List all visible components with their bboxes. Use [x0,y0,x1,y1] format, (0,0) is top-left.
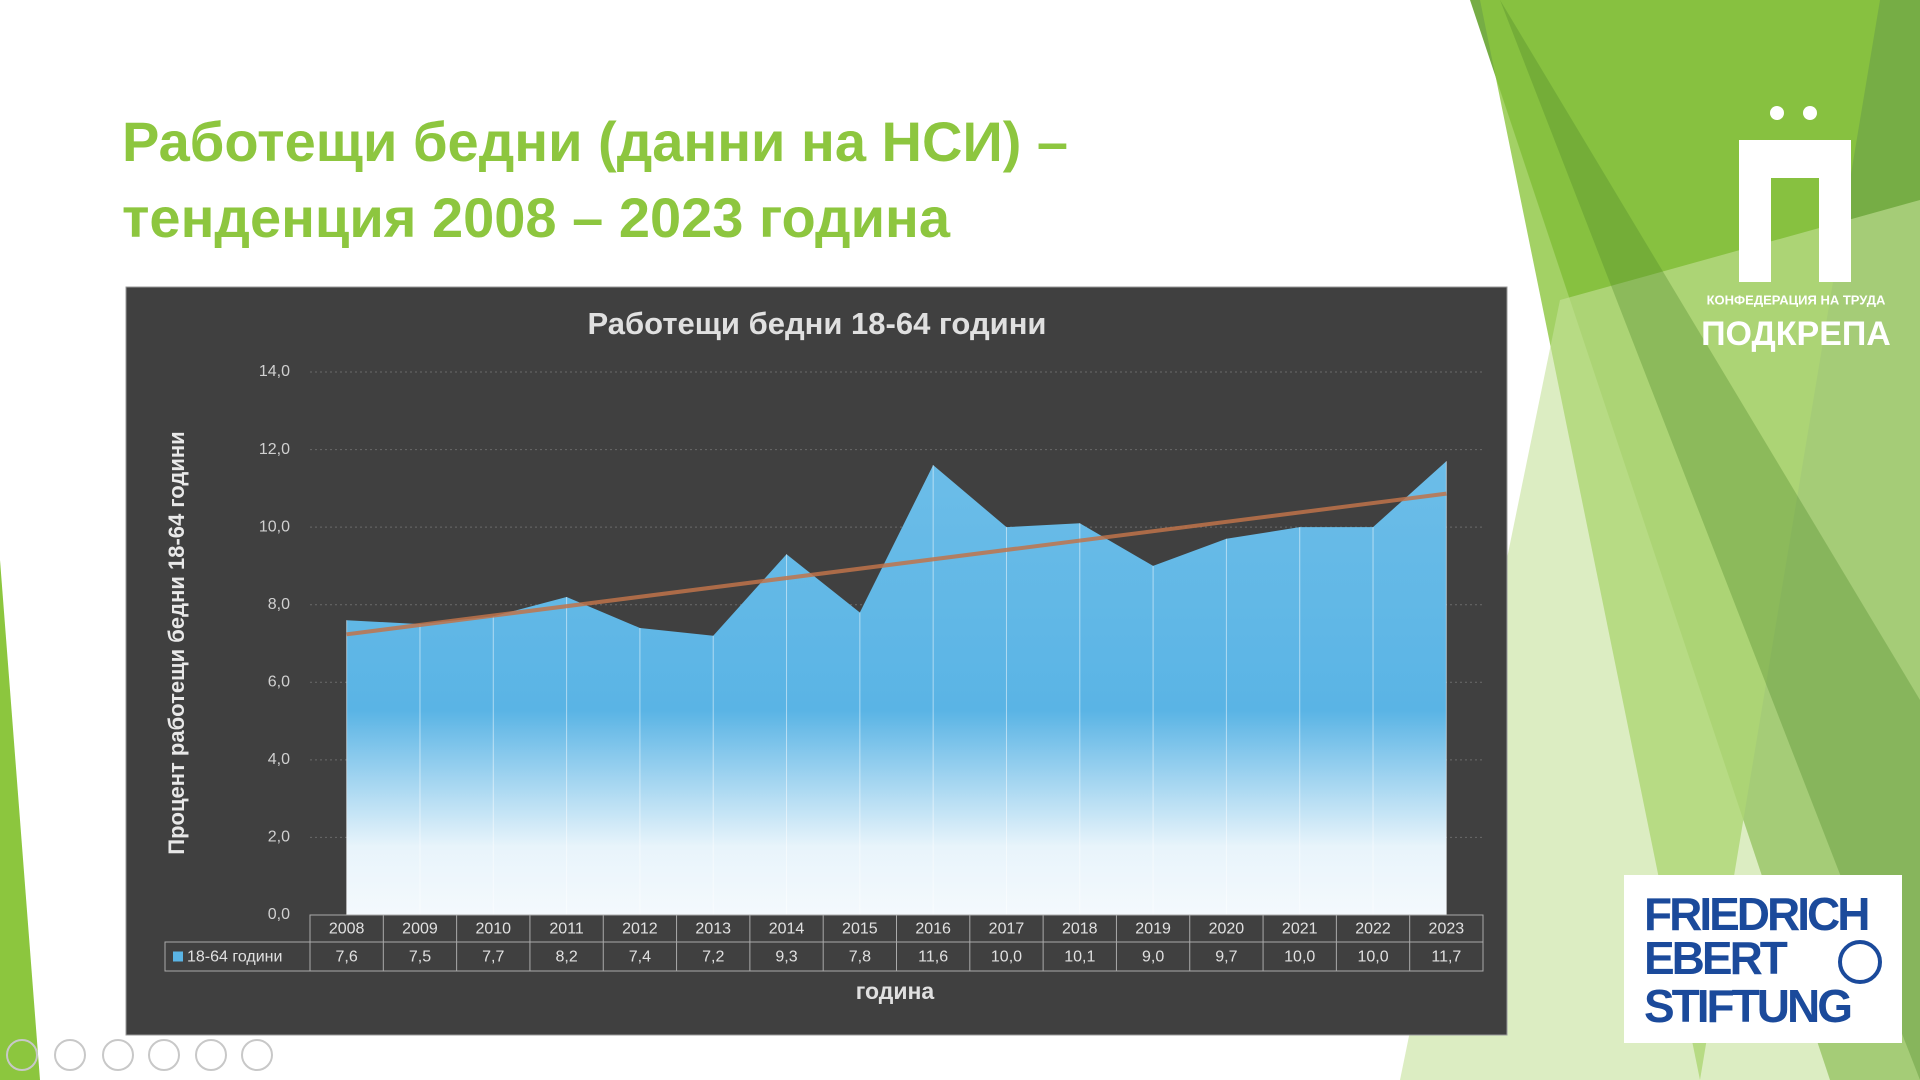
logo-shape [1838,940,1882,984]
logo-text: EBERT [1644,932,1788,984]
nav-button[interactable] [241,1039,273,1071]
y-tick-label: 2,0 [268,829,290,846]
logo-text: КОНФЕДЕРАЦИЯ НА ТРУДА [1707,292,1886,307]
trendline [346,491,1447,637]
x-tick-label: 2021 [1282,921,1318,938]
nav-button[interactable] [102,1039,134,1071]
data-label: 7,2 [702,949,724,966]
y-tick-label: 8,0 [268,596,290,613]
x-axis-label: година [856,978,935,1004]
decor [1400,200,1920,1080]
slide-title: тенденция 2008 – 2023 година [122,186,951,249]
nav-button[interactable] [6,1039,38,1071]
y-tick-label: 14,0 [259,363,290,380]
data-label: 7,5 [409,949,431,966]
data-label: 10,1 [1064,949,1095,966]
x-tick-label: 2020 [1209,921,1245,938]
nav-button[interactable] [195,1039,227,1071]
x-tick-label: 2017 [989,921,1025,938]
data-label: 9,3 [775,949,797,966]
chart-title: Работещи бедни 18-64 години [588,306,1047,341]
area [346,461,1447,915]
x-tick-label: 2019 [1135,921,1171,938]
x-tick-label: 2018 [1062,921,1098,938]
data-label: 10,0 [1284,949,1315,966]
nav-button[interactable] [148,1039,180,1071]
logo-shape [1803,106,1817,120]
x-tick-label: 2011 [549,921,584,938]
x-tick-label: 2009 [402,921,438,938]
logo-shape [1770,106,1784,120]
x-tick-label: 2014 [769,921,805,938]
x-tick-label: 2008 [329,921,365,938]
decor [0,560,40,1080]
slide-title: Работещи бедни (данни на НСИ) – [122,110,1068,173]
x-tick-label: 2012 [622,921,658,938]
y-tick-label: 4,0 [268,751,290,768]
data-label: 11,6 [918,949,948,966]
logo-text: FRIEDRICH [1644,888,1868,940]
data-label: 7,4 [629,949,651,966]
data-label: 9,7 [1215,949,1237,966]
x-tick-label: 2015 [842,921,878,938]
logo-text: ПОДКРЕПА [1701,315,1891,353]
data-label: 10,0 [1357,949,1388,966]
data-label: 7,6 [336,949,358,966]
x-tick-label: 2022 [1355,921,1391,938]
data-label: 7,7 [482,949,504,966]
legend-label: 18-64 години [187,949,282,966]
data-label: 10,0 [991,949,1022,966]
y-tick-label: 6,0 [268,674,290,691]
nav-button[interactable] [54,1039,86,1071]
decor [1500,0,1920,1080]
logo-text: STIFTUNG [1644,980,1850,1032]
logo-box [1624,875,1902,1043]
y-tick-label: 0,0 [268,906,290,923]
x-tick-label: 2010 [475,921,511,938]
data-label: 7,8 [849,949,871,966]
y-tick-label: 12,0 [259,441,290,458]
x-tick-label: 2013 [695,921,731,938]
data-label: 11,7 [1431,949,1461,966]
chart: Работещи бедни 18-64 години Процент рабо… [164,306,1484,1004]
y-axis-label: Процент работещи бедни 18-64 години [164,431,189,854]
y-tick-label: 10,0 [259,518,290,535]
x-tick-label: 2016 [915,921,951,938]
data-label: 9,0 [1142,949,1164,966]
data-label: 8,2 [555,949,577,966]
logo-shape [1739,140,1851,282]
x-tick-label: 2023 [1429,921,1465,938]
legend-swatch [173,951,183,962]
